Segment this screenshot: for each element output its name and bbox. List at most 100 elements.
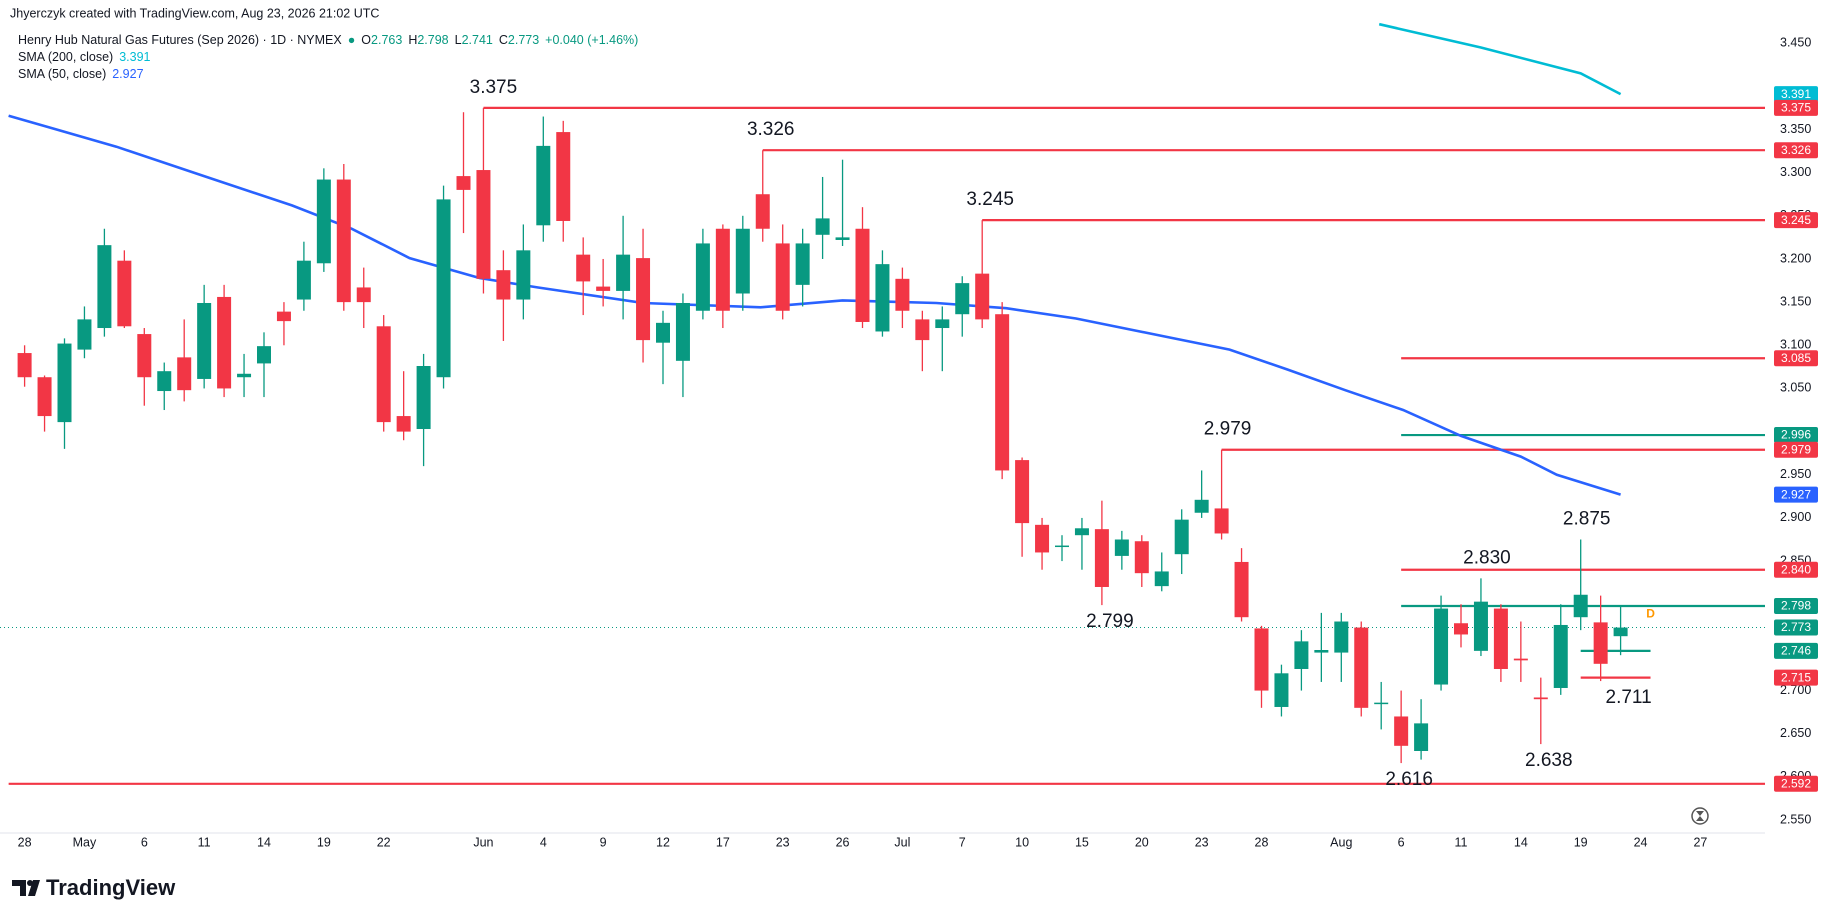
candle-body xyxy=(1154,571,1169,587)
x-tick-label: 4 xyxy=(540,835,547,849)
price-badge-box xyxy=(1774,486,1818,503)
price-badge-box xyxy=(1774,669,1818,686)
price-badge-box xyxy=(1774,99,1818,116)
candle-body xyxy=(97,245,112,329)
ohlc-value: 2.741 xyxy=(462,33,493,47)
price-badge-box xyxy=(1774,427,1818,444)
price-badge-label: 2.979 xyxy=(1781,442,1811,456)
candle-body xyxy=(1214,508,1229,534)
x-tick-label: 11 xyxy=(1455,835,1468,849)
sma-line xyxy=(8,114,1621,496)
candle-body xyxy=(755,194,770,229)
price-badge-label: 2.715 xyxy=(1781,670,1811,684)
candle-body xyxy=(1454,623,1468,635)
plot-area xyxy=(0,22,1765,785)
candle-body xyxy=(895,278,910,311)
candle-body xyxy=(1015,460,1030,524)
price-annotation: 2.979 xyxy=(1204,419,1252,440)
candle-body xyxy=(576,254,591,282)
candle-body xyxy=(356,287,371,303)
candle-body xyxy=(735,228,750,294)
brand: TradingView xyxy=(46,875,176,900)
candle-body xyxy=(675,302,690,361)
indicator-legend: SMA (200, close) 3.391 SMA (50, close) 2.92… xyxy=(18,50,151,81)
y-tick-label: 2.700 xyxy=(1780,683,1811,697)
candle-body xyxy=(17,353,32,378)
x-tick-label: Jul xyxy=(894,835,910,849)
candle-body xyxy=(1473,601,1488,651)
x-tick-label: 9 xyxy=(600,835,607,849)
ohlc-key: H xyxy=(408,33,417,47)
price-annotation: 2.875 xyxy=(1563,509,1611,530)
candle-body xyxy=(436,199,451,378)
price-annotation: 2.711 xyxy=(1606,687,1652,708)
price-badge: 2.996 xyxy=(1774,427,1818,444)
x-tick-label: May xyxy=(73,835,97,849)
candle-body xyxy=(1114,539,1129,556)
candle-body xyxy=(695,243,710,311)
candle-body xyxy=(1074,528,1089,536)
candle-body xyxy=(1553,624,1568,688)
indicator-name: SMA (50, close) xyxy=(18,67,106,81)
price-badge-label: 3.391 xyxy=(1781,87,1811,101)
ohlc-value: 2.773 xyxy=(508,33,539,47)
candle-body xyxy=(276,311,291,322)
x-tick-label: 24 xyxy=(1634,835,1648,849)
candle-body xyxy=(1354,627,1369,708)
candle-body xyxy=(656,322,670,343)
price-badge-label: 3.245 xyxy=(1781,213,1811,227)
price-badge-box xyxy=(1774,441,1818,458)
candle-body xyxy=(995,314,1010,471)
price-badge: 2.746 xyxy=(1774,642,1818,659)
price-badge-box xyxy=(1774,775,1818,792)
price-badge-label: 2.840 xyxy=(1781,562,1811,576)
candle-body xyxy=(875,264,890,332)
replay-icon[interactable] xyxy=(1691,807,1709,825)
x-tick-label: 11 xyxy=(198,835,211,849)
price-badge: 2.840 xyxy=(1774,561,1818,578)
x-tick-label: Jun xyxy=(473,835,493,849)
x-tick-label: 14 xyxy=(1514,835,1528,849)
candle-body xyxy=(1094,529,1109,587)
candle-body xyxy=(636,258,651,341)
y-tick-label: 2.950 xyxy=(1780,467,1811,481)
candle-body xyxy=(596,286,611,291)
candle-body xyxy=(217,296,232,389)
price-badge: 2.927 xyxy=(1774,486,1818,503)
price-annotation: 2.830 xyxy=(1463,547,1511,568)
candle-body xyxy=(1234,561,1249,618)
price-badge-label: 2.927 xyxy=(1781,487,1811,501)
candle-body xyxy=(137,334,152,378)
candle-body xyxy=(1573,594,1588,618)
candle-body xyxy=(1394,716,1409,746)
x-tick-label: 19 xyxy=(317,835,331,849)
candle-body xyxy=(1434,608,1449,685)
candle-body xyxy=(616,254,631,291)
price-badge: 2.592 xyxy=(1774,775,1818,792)
candle-body xyxy=(915,319,930,341)
candle-body xyxy=(1274,673,1289,707)
candle-body xyxy=(197,302,212,379)
x-tick-label: 6 xyxy=(141,835,148,849)
x-tick-label: 17 xyxy=(716,835,730,849)
sma-line xyxy=(1378,22,1622,96)
x-tick-label: 28 xyxy=(18,835,32,849)
candle-body xyxy=(296,260,311,300)
candle-body xyxy=(835,237,850,240)
price-badge: 3.326 xyxy=(1774,142,1818,159)
indicator-value: 2.927 xyxy=(112,67,143,81)
price-badge-box xyxy=(1774,142,1818,159)
price-badge-label: 2.996 xyxy=(1781,428,1811,442)
price-annotation: 3.375 xyxy=(470,77,518,98)
y-tick-label: 2.550 xyxy=(1780,812,1811,826)
price-badge-box xyxy=(1774,642,1818,659)
price-annotation: 3.326 xyxy=(747,119,795,140)
price-badge-label: 3.085 xyxy=(1781,351,1811,365)
x-tick-label: 10 xyxy=(1015,835,1029,849)
price-badge: 3.085 xyxy=(1774,350,1818,367)
price-annotation: 2.616 xyxy=(1385,769,1433,790)
y-tick-label: 2.900 xyxy=(1780,510,1811,524)
price-badge: 3.245 xyxy=(1774,212,1818,229)
